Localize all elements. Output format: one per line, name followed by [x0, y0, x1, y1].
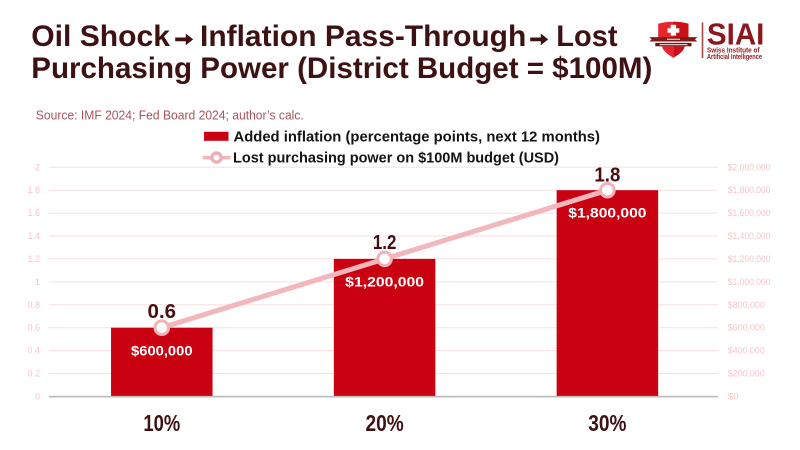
svg-text:1.8: 1.8 [27, 185, 40, 195]
svg-text:1.4: 1.4 [27, 231, 40, 241]
svg-text:20%: 20% [366, 410, 404, 436]
svg-text:SIAI: SIAI [707, 17, 765, 52]
svg-text:$1,600,000: $1,600,000 [728, 208, 771, 218]
svg-text:1.8: 1.8 [594, 163, 620, 186]
svg-text:1.6: 1.6 [27, 208, 40, 218]
svg-text:$400,000: $400,000 [728, 346, 765, 356]
svg-text:Source: IMF 2024; Fed Board 20: Source: IMF 2024; Fed Board 2024; author… [36, 108, 304, 123]
svg-text:10%: 10% [143, 410, 180, 436]
svg-text:0.8: 0.8 [27, 300, 40, 310]
svg-text:$1,400,000: $1,400,000 [728, 231, 771, 241]
svg-text:$600,000: $600,000 [728, 323, 765, 333]
svg-text:$200,000: $200,000 [728, 369, 765, 379]
svg-text:Purchasing Power (District Bud: Purchasing Power (District Budget = $100… [31, 52, 652, 85]
svg-text:Inflation Pass-Through: Inflation Pass-Through [200, 20, 526, 53]
svg-text:0.2: 0.2 [27, 369, 40, 379]
svg-text:Oil Shock: Oil Shock [31, 20, 170, 53]
svg-text:$1,800,000: $1,800,000 [728, 185, 771, 195]
svg-text:0.6: 0.6 [148, 300, 177, 323]
svg-text:$1,000,000: $1,000,000 [728, 277, 771, 287]
svg-text:0: 0 [35, 391, 40, 401]
svg-text:$600,000: $600,000 [131, 342, 193, 358]
svg-text:Swiss Institute of: Swiss Institute of [707, 47, 760, 54]
svg-text:30%: 30% [588, 410, 626, 436]
svg-text:$0: $0 [728, 391, 739, 401]
svg-text:2: 2 [35, 162, 40, 172]
svg-text:$1,200,000: $1,200,000 [728, 254, 771, 264]
svg-text:$800,000: $800,000 [728, 300, 765, 310]
svg-text:0.6: 0.6 [27, 323, 40, 333]
svg-text:$1,800,000: $1,800,000 [568, 205, 646, 221]
svg-text:1: 1 [35, 277, 40, 287]
svg-text:$1,200,000: $1,200,000 [345, 274, 424, 290]
svg-text:Artificial Intelligence: Artificial Intelligence [707, 54, 762, 61]
svg-text:1.2: 1.2 [373, 231, 397, 254]
svg-text:0.4: 0.4 [27, 346, 40, 356]
svg-text:Added inflation (percentage po: Added inflation (percentage points, next… [234, 129, 601, 146]
svg-text:1.2: 1.2 [27, 254, 40, 264]
svg-text:Lost: Lost [556, 20, 617, 53]
svg-text:Lost purchasing power on $100M: Lost purchasing power on $100M budget (U… [233, 150, 559, 167]
svg-text:$2,000,000: $2,000,000 [728, 162, 771, 172]
